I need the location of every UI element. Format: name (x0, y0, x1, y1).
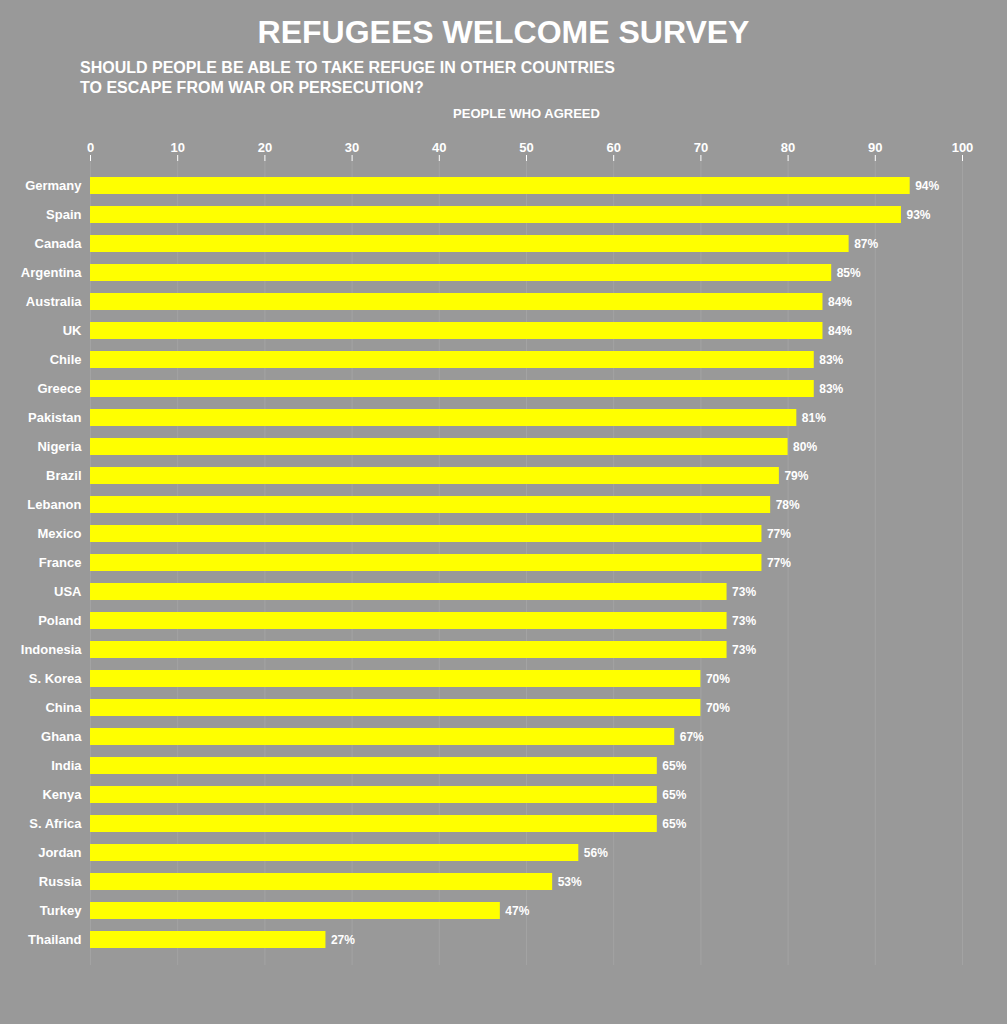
svg-text:20: 20 (258, 140, 272, 155)
svg-text:Indonesia: Indonesia (21, 642, 82, 657)
html-text:REFUGEES WELCOME SURVEY: REFUGEES WELCOME SURVEY (257, 14, 750, 50)
svg-text:67%: 67% (680, 730, 704, 744)
svg-text:India: India (51, 758, 82, 773)
svg-text:Mexico: Mexico (37, 526, 81, 541)
svg-text:UK: UK (63, 323, 82, 338)
svg-text:81%: 81% (802, 411, 826, 425)
svg-text:Ghana: Ghana (41, 729, 82, 744)
svg-text:27%: 27% (331, 933, 355, 947)
svg-text:83%: 83% (819, 353, 843, 367)
svg-text:Spain: Spain (46, 207, 81, 222)
svg-text:65%: 65% (662, 817, 686, 831)
svg-text:94%: 94% (915, 179, 939, 193)
svg-text:France: France (39, 555, 82, 570)
svg-text:47%: 47% (505, 904, 529, 918)
svg-text:78%: 78% (776, 498, 800, 512)
svg-text:100: 100 (952, 140, 974, 155)
svg-text:84%: 84% (828, 295, 852, 309)
svg-text:0: 0 (87, 140, 94, 155)
svg-text:70%: 70% (706, 701, 730, 715)
svg-text:70%: 70% (706, 672, 730, 686)
svg-text:53%: 53% (558, 875, 582, 889)
svg-text:China: China (45, 700, 82, 715)
svg-text:79%: 79% (784, 469, 808, 483)
svg-text:77%: 77% (767, 556, 791, 570)
svg-text:Argentina: Argentina (21, 265, 82, 280)
svg-text:Poland: Poland (38, 613, 81, 628)
html-text:TO ESCAPE FROM WAR OR PERSECUT: TO ESCAPE FROM WAR OR PERSECUTION? (80, 79, 424, 96)
svg-text:USA: USA (54, 584, 82, 599)
svg-text:70: 70 (694, 140, 708, 155)
svg-text:90: 90 (868, 140, 882, 155)
svg-text:Canada: Canada (35, 236, 83, 251)
svg-text:Pakistan: Pakistan (28, 410, 82, 425)
svg-text:Australia: Australia (26, 294, 82, 309)
svg-text:85%: 85% (837, 266, 861, 280)
svg-text:84%: 84% (828, 324, 852, 338)
svg-text:Nigeria: Nigeria (37, 439, 82, 454)
svg-text:Germany: Germany (25, 178, 82, 193)
svg-text:Thailand: Thailand (28, 932, 82, 947)
svg-text:Turkey: Turkey (40, 903, 82, 918)
svg-text:50: 50 (519, 140, 533, 155)
svg-text:60: 60 (606, 140, 620, 155)
svg-text:93%: 93% (906, 208, 930, 222)
svg-text:73%: 73% (732, 643, 756, 657)
svg-text:80%: 80% (793, 440, 817, 454)
svg-text:Jordan: Jordan (38, 845, 81, 860)
svg-text:80: 80 (781, 140, 795, 155)
svg-text:77%: 77% (767, 527, 791, 541)
svg-text:PEOPLE WHO AGREED: PEOPLE WHO AGREED (453, 106, 600, 121)
svg-text:73%: 73% (732, 585, 756, 599)
svg-text:10: 10 (170, 140, 184, 155)
svg-text:Brazil: Brazil (46, 468, 81, 483)
svg-text:73%: 73% (732, 614, 756, 628)
html-text:SHOULD PEOPLE BE ABLE TO TAKE: SHOULD PEOPLE BE ABLE TO TAKE REFUGE IN … (80, 59, 615, 76)
svg-text:S. Africa: S. Africa (29, 816, 82, 831)
svg-text:Russia: Russia (39, 874, 82, 889)
svg-text:83%: 83% (819, 382, 843, 396)
svg-text:S. Korea: S. Korea (29, 671, 83, 686)
svg-text:Kenya: Kenya (42, 787, 82, 802)
svg-text:65%: 65% (662, 788, 686, 802)
svg-text:30: 30 (345, 140, 359, 155)
svg-text:Chile: Chile (50, 352, 82, 367)
svg-text:Lebanon: Lebanon (27, 497, 81, 512)
svg-text:Greece: Greece (37, 381, 81, 396)
svg-text:56%: 56% (584, 846, 608, 860)
svg-text:40: 40 (432, 140, 446, 155)
svg-text:87%: 87% (854, 237, 878, 251)
svg-text:65%: 65% (662, 759, 686, 773)
